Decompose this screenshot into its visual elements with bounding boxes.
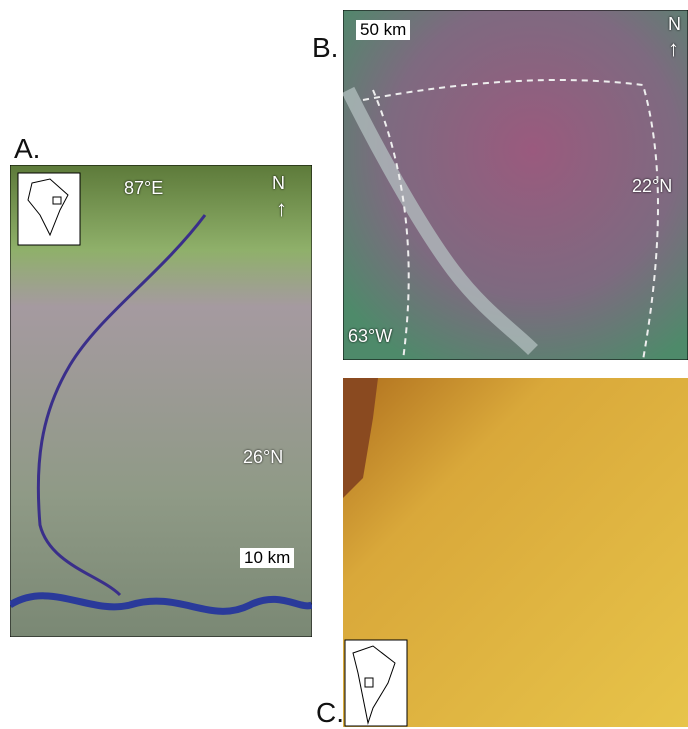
- scale-bar: 10 km: [240, 548, 294, 568]
- panel-label: A.: [14, 133, 40, 165]
- longitude-label: 63°W: [348, 326, 392, 347]
- north-arrow: ↑: [276, 196, 287, 222]
- panel-label: C.: [316, 697, 344, 729]
- latitude-label: 26°N: [243, 447, 283, 468]
- panel-c-image: [343, 378, 688, 727]
- panel-label: B.: [312, 32, 338, 64]
- longitude-label: 87°E: [124, 178, 163, 199]
- north-label: N: [272, 173, 285, 194]
- north-label: N: [668, 14, 681, 35]
- figure: A. 87°E N ↑ 26°N 10 km B. 50 km N ↑ 22°N…: [0, 0, 688, 727]
- north-arrow: ↑: [668, 36, 679, 62]
- scale-bar: 50 km: [356, 20, 410, 40]
- latitude-label: 22°N: [632, 176, 672, 197]
